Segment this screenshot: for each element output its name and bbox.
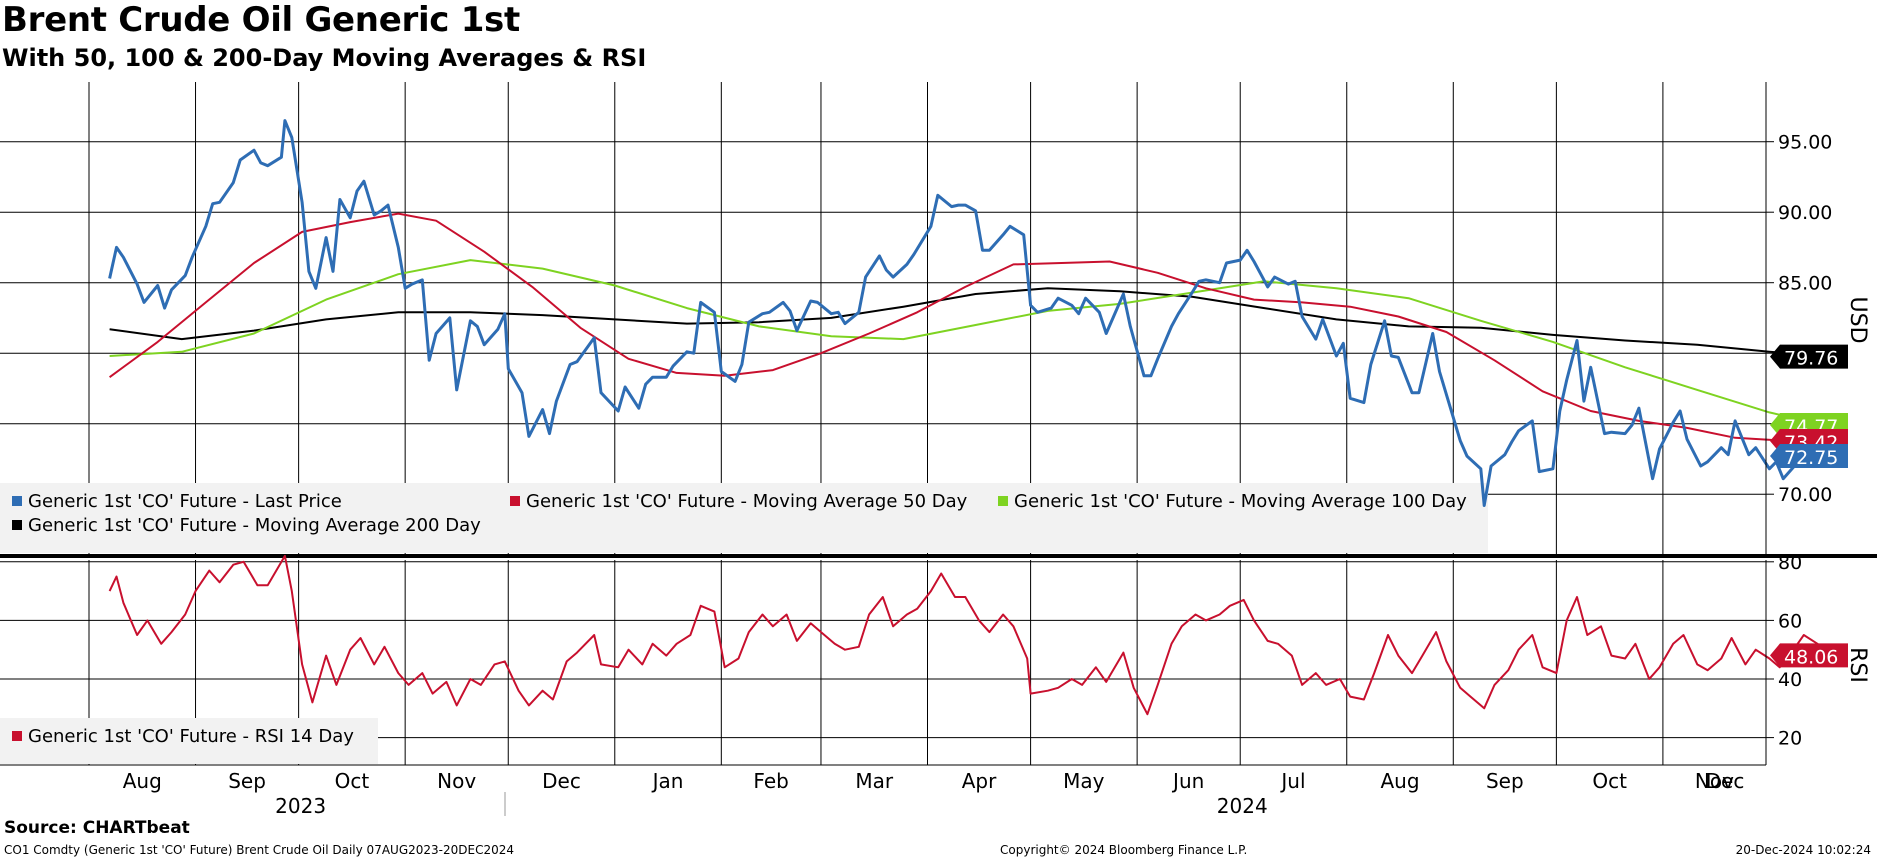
x-year-label: 2024 (1217, 794, 1268, 818)
ma200-series-line (109, 287, 1832, 358)
price-tick-label: 85.00 (1778, 273, 1832, 295)
legend-box (0, 483, 1488, 553)
x-tick-label: Aug (123, 769, 162, 793)
legend-label: Generic 1st 'CO' Future - Moving Average… (28, 515, 481, 536)
x-tick-label: Jul (1279, 769, 1305, 793)
price-series (108, 119, 1833, 507)
rsi-axis-title: RSI (1845, 647, 1870, 683)
price-axis-title: USD (1845, 296, 1870, 343)
price-axis: 70.00 85.00 90.00 95.00 USD (1765, 82, 1870, 554)
footer-description: CO1 Comdty (Generic 1st 'CO' Future) Bre… (4, 843, 514, 857)
footer-source: Source: CHARTbeat (4, 818, 190, 838)
price-legend: Generic 1st 'CO' Future - Last Price Gene… (0, 483, 1488, 553)
x-tick-label: Sep (228, 769, 266, 793)
page-subtitle: With 50, 100 & 200-Day Moving Averages &… (2, 44, 647, 72)
legend-box (0, 718, 378, 764)
footer-timestamp: 20-Dec-2024 10:02:24 (1735, 843, 1871, 857)
rsi-tick-label: 20 (1778, 728, 1802, 750)
x-tick-label: Nov (437, 769, 476, 793)
x-tick-label: Feb (753, 769, 788, 793)
x-tick-label: Dec (542, 769, 581, 793)
x-tick-label: Aug (1380, 769, 1419, 793)
ma200-last-value-badge (1770, 344, 1848, 369)
x-year-label: 2023 (275, 794, 326, 818)
rsi-tick-label: 80 (1778, 552, 1802, 574)
legend-swatch (12, 496, 22, 506)
price-last-value-text: 72.75 (1784, 447, 1838, 469)
panel-divider (0, 554, 1877, 558)
rsi-tick-label: 40 (1778, 669, 1802, 691)
x-tick-label: Nov (1695, 769, 1734, 793)
rsi-series-line (108, 554, 1832, 716)
legend-label: Generic 1st 'CO' Future - Moving Average… (526, 491, 968, 512)
x-tick-label: Oct (335, 769, 370, 793)
x-tick-label: Dec (1706, 769, 1745, 793)
rsi-tick-label: 60 (1778, 610, 1802, 632)
rsi-last-value-labels: 48.06 (1770, 643, 1848, 668)
legend-swatch (510, 496, 520, 506)
legend-label: Generic 1st 'CO' Future - Last Price (28, 491, 342, 512)
price-tick-label: 95.00 (1778, 132, 1832, 154)
x-tick-label: Mar (855, 769, 894, 793)
x-axis: Aug Sep Oct Nov Dec Jan Feb Mar Apr May Jun Jul Aug S… (0, 764, 1766, 818)
ma200-last-value-text: 79.76 (1784, 348, 1838, 370)
x-tick-label: Oct (1592, 769, 1627, 793)
rsi-last-value-badge (1770, 643, 1848, 668)
x-tick-label: Jun (1171, 769, 1204, 793)
x-tick-label: Sep (1486, 769, 1524, 793)
rsi-series (108, 554, 1832, 716)
legend-label: Generic 1st 'CO' Future - RSI 14 Day (28, 726, 354, 747)
x-tick-label: May (1063, 769, 1105, 793)
legend-swatch (998, 496, 1008, 506)
price-last-value-badge (1770, 444, 1848, 468)
rsi-grid (0, 560, 1767, 765)
legend-swatch (12, 731, 22, 741)
rsi-last-value-text: 48.06 (1784, 646, 1838, 668)
ma50-series-line (109, 212, 1832, 447)
footer-copyright: Copyright© 2024 Bloomberg Finance L.P. (1000, 843, 1248, 857)
price-tick-label: 70.00 (1778, 484, 1832, 506)
legend-swatch (12, 520, 22, 530)
rsi-legend: Generic 1st 'CO' Future - RSI 14 Day (0, 718, 378, 764)
legend-label: Generic 1st 'CO' Future - Moving Average… (1014, 491, 1467, 512)
x-tick-label: Jan (651, 769, 684, 793)
price-tick-label: 90.00 (1778, 202, 1832, 224)
price-series-line (108, 119, 1833, 507)
ma100-series-line (109, 259, 1832, 428)
rsi-axis: 20 40 60 80 RSI (1765, 552, 1870, 765)
page-title: Brent Crude Oil Generic 1st (2, 0, 520, 40)
x-tick-label: Apr (962, 769, 997, 793)
